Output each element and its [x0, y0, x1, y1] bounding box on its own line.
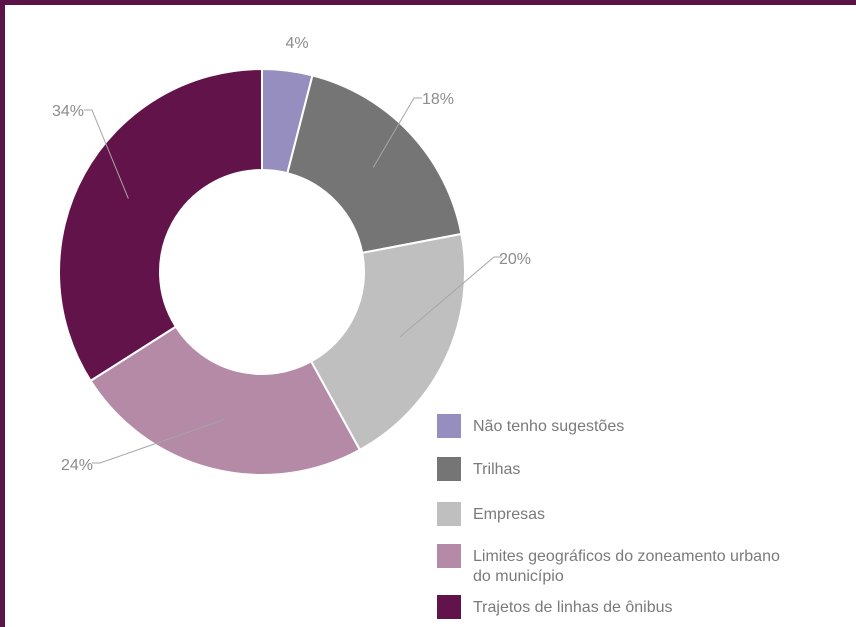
slice-empresas [309, 232, 466, 452]
data-labels: 4% 18% 20% 24% 34% [52, 35, 531, 474]
legend-label-trilhas: Trilhas [473, 461, 520, 478]
legend-label-empresas: Empresas [473, 506, 545, 523]
leader-line-empresas [399, 256, 502, 338]
legend-label-trajetos-de-linhas-de-onibus: Trajetos de linhas de ônibus [473, 599, 673, 616]
legend-swatch-nao-tenho-sugestoes [437, 414, 461, 438]
data-label-nao-tenho-sugestoes: 4% [285, 35, 308, 52]
leader-line-limites-geograficos-do-zoneamento-urbano-do-municipio [92, 419, 225, 464]
legend-label-nao-tenho-sugestoes: Não tenho sugestões [473, 418, 624, 435]
leader-line-trajetos-de-linhas-de-onibus [84, 109, 129, 199]
legend-swatch-trilhas [437, 457, 461, 481]
slice-trilhas [286, 74, 463, 255]
legend: Não tenho sugestões Trilhas Empresas Limite… [437, 414, 780, 619]
legend-swatch-trajetos-de-linhas-de-onibus [437, 595, 461, 619]
data-label-limites-geograficos-do-zoneamento-urbano-do-municipio: 24% [61, 457, 93, 474]
legend-swatch-limites-geograficos-do-zoneamento-urbano-do-municipio [437, 544, 461, 568]
data-label-trilhas: 18% [422, 91, 454, 108]
data-label-empresas: 20% [499, 251, 531, 268]
slice-limites-geograficos-do-zoneamento-urbano-do-municipio [89, 325, 362, 476]
data-label-trajetos-de-linhas-de-onibus: 34% [52, 103, 84, 120]
leader-lines [84, 97, 502, 464]
legend-label-limites-geograficos-do-zoneamento-urbano-do-municipio: Limites geográficos do zoneamento urbano… [473, 548, 780, 585]
donut-slices [58, 67, 466, 476]
slice-trajetos-de-linhas-de-onibus [58, 67, 263, 383]
legend-swatch-empresas [437, 502, 461, 526]
leader-line-trilhas [372, 97, 422, 168]
